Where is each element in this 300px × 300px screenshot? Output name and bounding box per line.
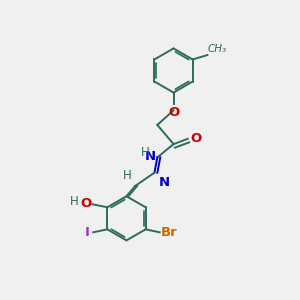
- Text: H: H: [141, 146, 149, 159]
- Text: I: I: [85, 226, 90, 239]
- Text: H: H: [70, 195, 79, 208]
- Text: O: O: [168, 106, 179, 119]
- Text: O: O: [190, 132, 202, 145]
- Text: N: N: [159, 176, 170, 189]
- Text: Br: Br: [161, 226, 178, 239]
- Text: N: N: [145, 150, 156, 163]
- Text: H: H: [123, 169, 132, 182]
- Text: CH₃: CH₃: [208, 44, 227, 55]
- Text: O: O: [80, 197, 91, 210]
